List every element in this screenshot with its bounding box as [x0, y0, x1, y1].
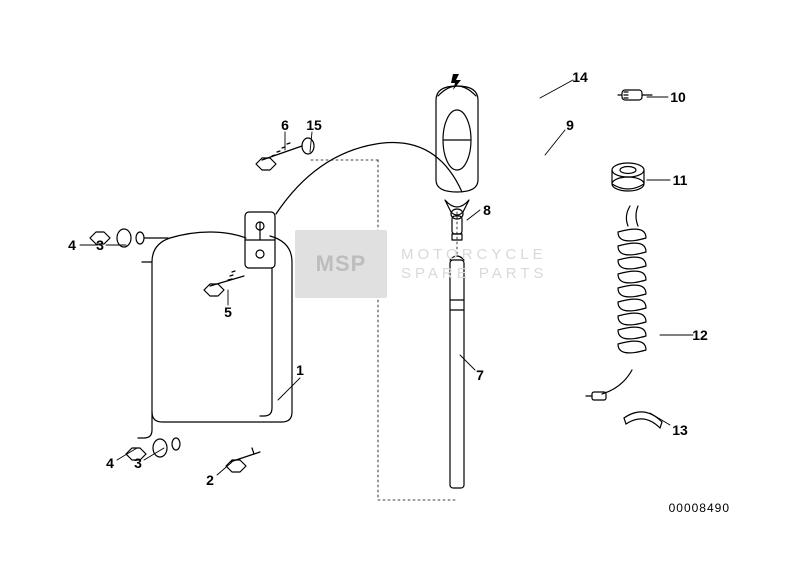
callout-8: 8 [483, 202, 491, 218]
callout-10: 10 [670, 89, 686, 105]
callout-11: 11 [673, 172, 688, 188]
callout-3b: 3 [134, 455, 142, 471]
callout-2: 2 [206, 472, 214, 488]
callout-7: 7 [476, 367, 484, 383]
callout-15: 15 [306, 117, 322, 133]
callout-4b: 4 [106, 455, 114, 471]
callout-4: 4 [68, 237, 76, 253]
callout-1: 1 [296, 362, 304, 378]
callout-3: 3 [96, 237, 104, 253]
drawing-number: 00008490 [669, 501, 730, 515]
callout-13: 13 [672, 422, 688, 438]
callout-9: 9 [566, 117, 574, 133]
callout-14: 14 [572, 69, 588, 85]
callout-12: 12 [692, 327, 708, 343]
callout-5: 5 [224, 304, 232, 320]
callout-6: 6 [281, 117, 289, 133]
parts-diagram [0, 0, 800, 565]
